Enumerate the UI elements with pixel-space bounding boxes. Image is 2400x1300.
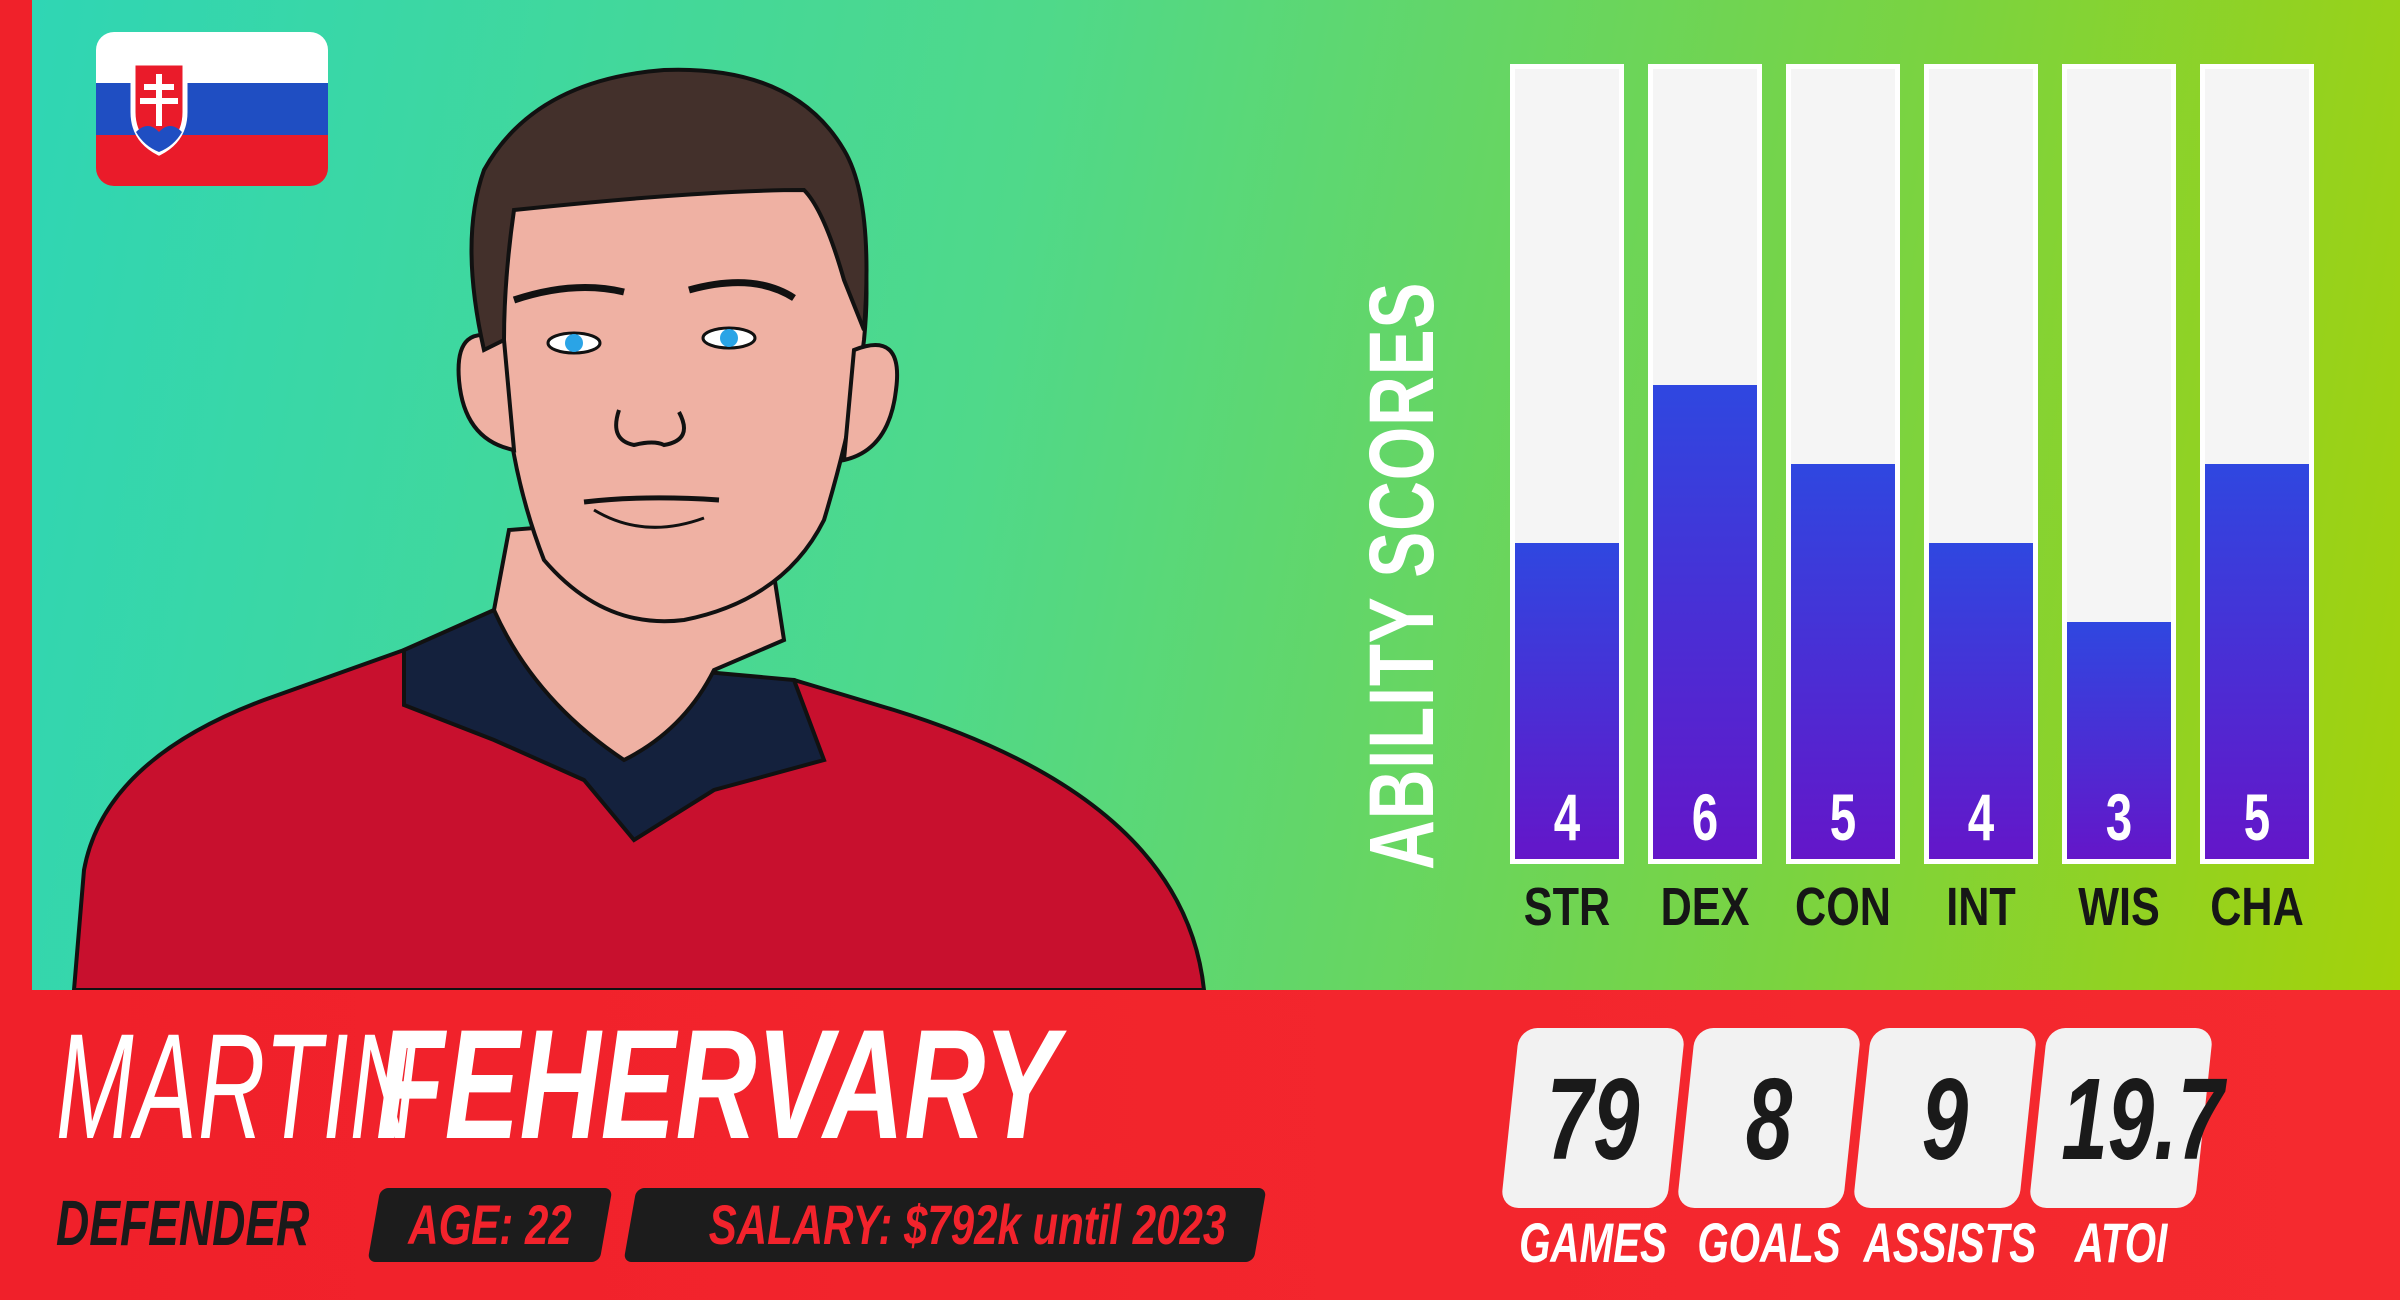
bar-frame: 5 — [2200, 64, 2314, 864]
bar-value: 3 — [2105, 780, 2133, 854]
bar-label: INT — [1946, 877, 2016, 937]
ability-scores-title: ABILITY SCORES — [1351, 281, 1453, 870]
player-portrait — [71, 67, 1207, 990]
stat-value: 9 — [1921, 1054, 1969, 1184]
age-badge: AGE: 22 — [367, 1188, 613, 1262]
stat-label: GOALS — [1697, 1211, 1841, 1274]
bar-label: STR — [1523, 877, 1611, 937]
player-first-name: MARTIN — [56, 1002, 419, 1170]
bar-value: 5 — [1829, 780, 1857, 854]
stat-value: 19.7 — [2061, 1054, 2224, 1184]
bar-frame: 6 — [1648, 64, 1762, 864]
player-position: DEFENDER — [56, 1187, 310, 1259]
stat-label: ATOI — [2074, 1211, 2168, 1274]
age-text: AGE: 22 — [408, 1193, 572, 1256]
bar-value: 6 — [1691, 780, 1719, 854]
bar-label: CON — [1795, 877, 1891, 937]
bar-value: 4 — [1553, 780, 1581, 854]
bar-label: WIS — [2078, 877, 2160, 937]
bar-frame: 3 — [2062, 64, 2176, 864]
salary-badge: SALARY: $792k until 2023 — [623, 1188, 1267, 1262]
country-flag — [96, 32, 328, 186]
bar-frame: 4 — [1924, 64, 2038, 864]
ability-bars: 4 STR 6 DEX 5 CON 4 INT 3 WIS 5 CHA — [1510, 64, 2320, 944]
bar-fill — [1515, 543, 1619, 859]
stat-label: GAMES — [1519, 1211, 1667, 1274]
slovakia-crest-icon — [130, 60, 188, 156]
stat-value: 79 — [1546, 1054, 1640, 1184]
bar-frame: 4 — [1510, 64, 1624, 864]
bar-value: 5 — [2243, 780, 2271, 854]
bar-fill — [1929, 543, 2033, 859]
card-top-panel: ABILITY SCORES 4 STR 6 DEX 5 CON 4 INT 3 WIS 5 CHA — [32, 0, 2400, 990]
bar-fill — [2067, 622, 2171, 859]
bar-label: CHA — [2210, 877, 2304, 937]
stat-value: 8 — [1745, 1054, 1793, 1184]
bar-fill — [1653, 385, 1757, 859]
player-last-name: FEHERVARY — [376, 998, 1059, 1172]
stat-label: ASSISTS — [1863, 1211, 2037, 1274]
bar-value: 4 — [1967, 780, 1995, 854]
bar-fill — [1791, 464, 1895, 859]
bar-frame: 5 — [1786, 64, 1900, 864]
bar-fill — [2205, 464, 2309, 859]
bar-label: DEX — [1660, 877, 1750, 937]
salary-text: SALARY: $792k until 2023 — [708, 1193, 1227, 1256]
